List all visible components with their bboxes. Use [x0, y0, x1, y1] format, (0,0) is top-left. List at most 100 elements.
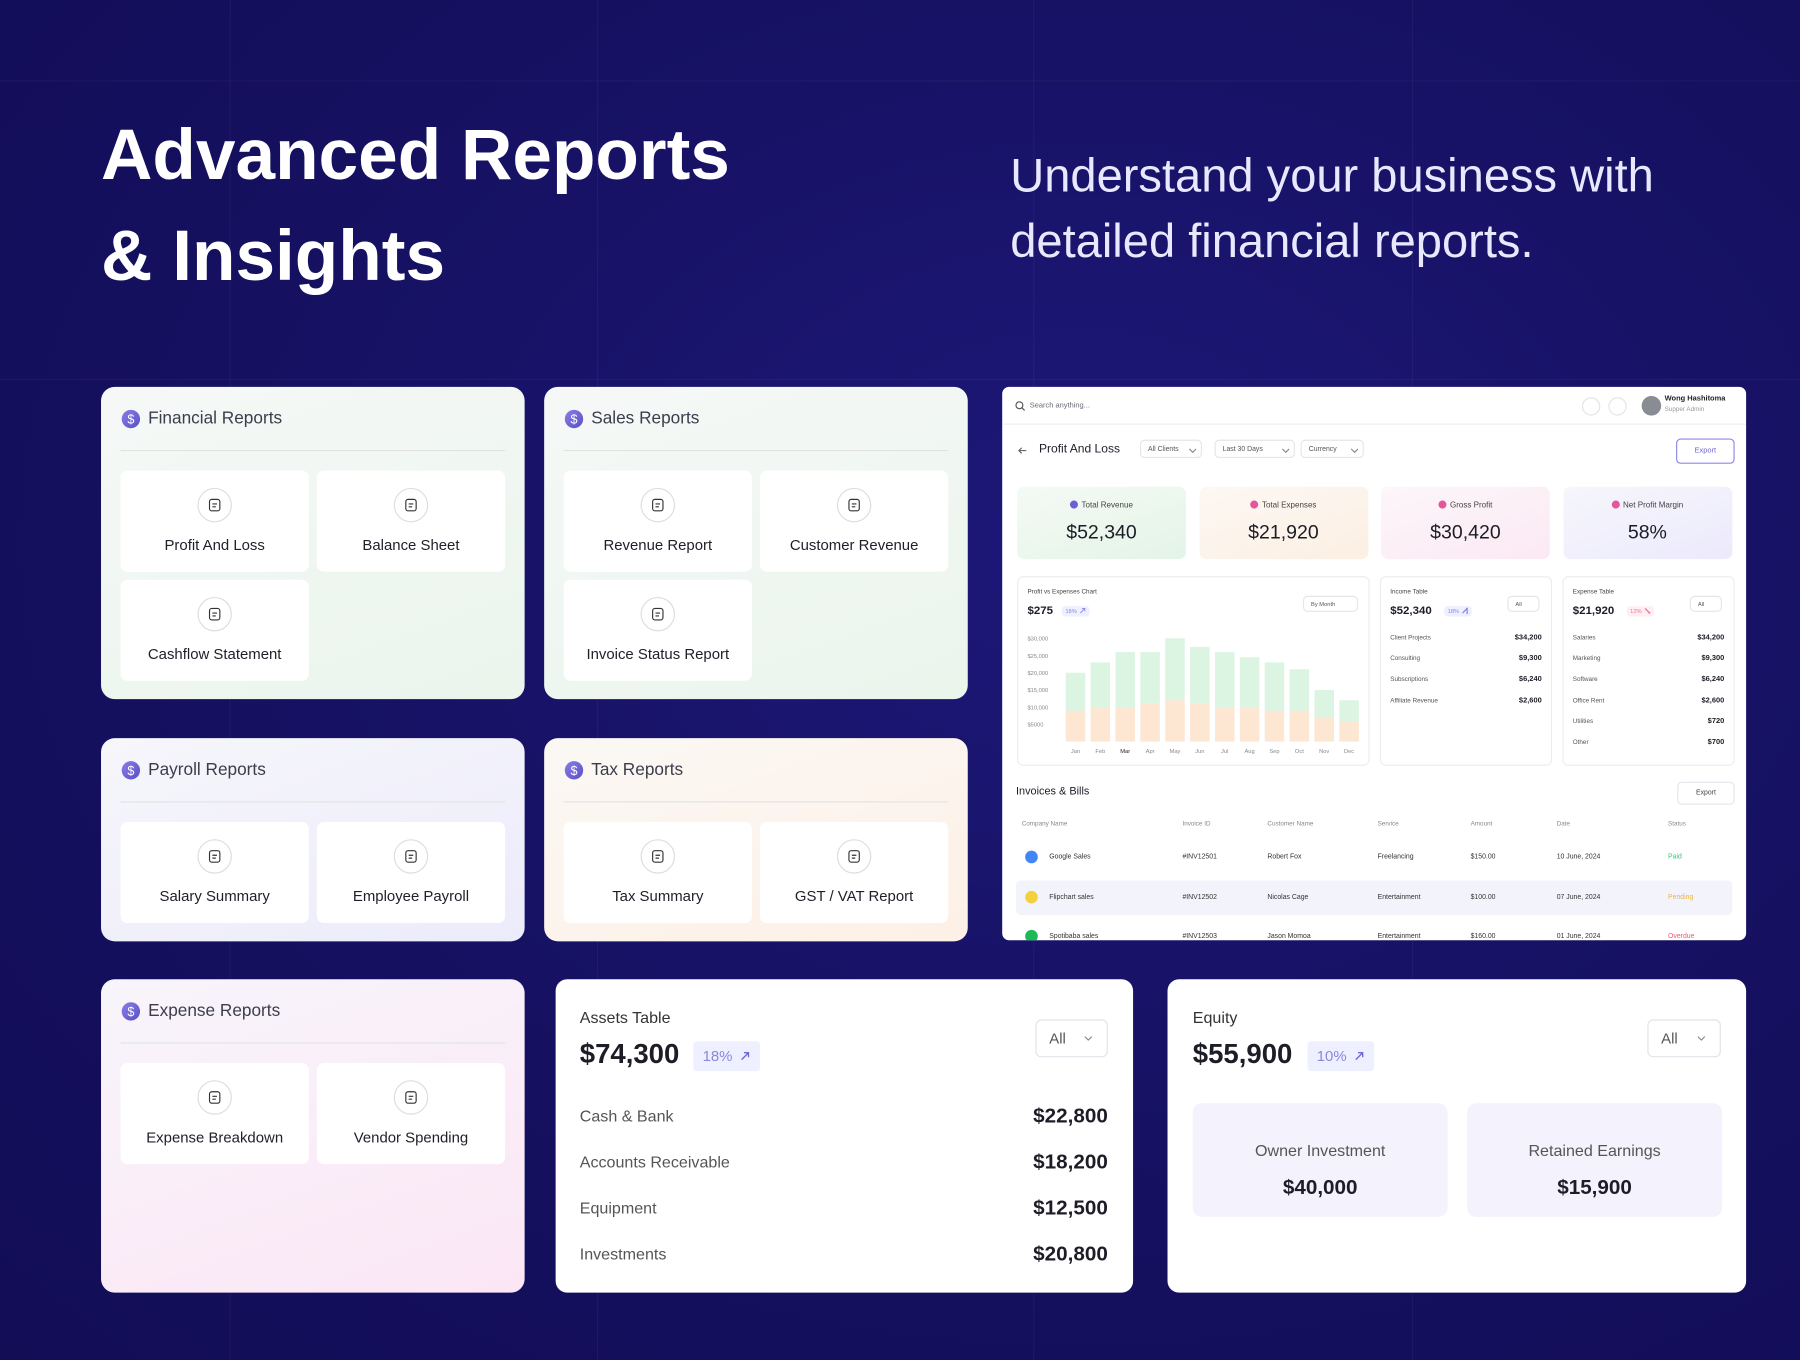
icon-button[interactable] — [1608, 397, 1627, 416]
report-item[interactable]: Customer Revenue — [759, 470, 949, 572]
svg-text:$: $ — [570, 764, 577, 778]
filter-dropdown[interactable]: All — [1647, 1019, 1721, 1058]
item-icon — [836, 487, 872, 523]
subtitle: detailed financial reports. — [1010, 214, 1534, 268]
x-tick-label: Jun — [1195, 749, 1204, 755]
kpi-label: Total Revenue — [1017, 500, 1186, 510]
kpi-label-text: Total Revenue — [1081, 501, 1133, 510]
icon — [1084, 1036, 1093, 1041]
row-label: Software — [1572, 676, 1598, 684]
bar-segment — [1140, 703, 1160, 742]
report-item[interactable]: GST / VAT Report — [759, 821, 949, 923]
assets-card: Assets Table $74,300 18% All Cash & Bank $22,… — [555, 979, 1134, 1293]
row-value: $12,500 — [1033, 1196, 1108, 1220]
item-icon — [640, 839, 676, 874]
table-cell: 10 June, 2024 — [1556, 854, 1601, 861]
filter-dropdown[interactable]: Currency — [1300, 439, 1364, 459]
row-value: $9,300 — [1518, 654, 1542, 663]
report-item[interactable]: Vendor Spending — [316, 1063, 506, 1165]
table-cell: #INV12502 — [1182, 893, 1217, 901]
x-tick-label: Feb — [1095, 749, 1105, 755]
column-header: Service — [1377, 820, 1399, 828]
kpi-card: Total Revenue $52,340 — [1017, 486, 1186, 560]
column-header: Date — [1556, 820, 1571, 828]
row-label: Office Rent — [1572, 697, 1605, 705]
icon — [848, 498, 860, 512]
icon — [208, 607, 221, 621]
group-icon: $ — [564, 409, 584, 429]
item-value: $40,000 — [1282, 1175, 1358, 1199]
change-text: 18% — [702, 1046, 733, 1065]
panel-title: Expense Table — [1572, 588, 1615, 596]
filter-dropdown[interactable]: All Clients — [1139, 439, 1202, 459]
company-logo — [1025, 929, 1038, 941]
row-value: $9,300 — [1701, 654, 1725, 663]
group-icon: $ — [564, 761, 584, 780]
equity-card: Equity $55,900 10% All Owner Investment $40,0… — [1167, 979, 1747, 1293]
filter-dropdown[interactable]: Last 30 Days — [1214, 439, 1295, 459]
bar-segment — [1289, 669, 1310, 711]
report-item[interactable]: Salary Summary — [120, 821, 309, 923]
icon-button[interactable] — [1581, 397, 1601, 416]
item-label: Salary Summary — [159, 887, 270, 905]
row-value: $2,600 — [1518, 696, 1542, 705]
filter-label: All — [1049, 1029, 1066, 1047]
chart: $5000 $10,000 $15,000 $20,000 $25,000 $30,000… — [1027, 637, 1359, 755]
table-cell: Entertainment — [1377, 893, 1421, 901]
bar-segment — [1065, 710, 1086, 742]
item-icon — [197, 487, 232, 523]
item-label: Owner Investment — [1254, 1141, 1386, 1160]
table-cell: Freelancing — [1377, 854, 1414, 861]
income-panel: Income Table $52,340 18% All Client Projects… — [1379, 576, 1553, 766]
table-cell: Overdue — [1668, 933, 1695, 941]
icon — [405, 850, 417, 863]
y-tick-label: $10,000 — [1027, 705, 1048, 711]
bar-segment — [1314, 689, 1334, 718]
row-label: Salaries — [1572, 634, 1596, 642]
period-label: By Month — [1311, 601, 1336, 609]
item-icon — [393, 487, 429, 523]
kpi-label: Total Expenses — [1199, 500, 1368, 510]
item-label: Cashflow Statement — [147, 645, 282, 663]
table-cell: Google Sales — [1049, 854, 1091, 861]
item-value: $15,900 — [1557, 1175, 1632, 1199]
group-icon: $ — [121, 761, 141, 780]
grid-line — [0, 378, 1800, 380]
bar-segment — [1264, 662, 1285, 711]
report-card: $ Expense Reports Expense Breakdown Vendor … — [101, 979, 525, 1293]
x-tick-label: Nov — [1319, 749, 1329, 755]
report-item[interactable]: Expense Breakdown — [120, 1063, 309, 1165]
report-item[interactable]: Cashflow Statement — [120, 579, 309, 681]
report-card: $ Tax Reports Tax Summary GST / VAT Report — [544, 738, 968, 942]
report-item[interactable]: Balance Sheet — [316, 470, 506, 572]
divider — [563, 801, 949, 803]
icon — [1281, 448, 1290, 454]
report-item[interactable]: Revenue Report — [563, 470, 752, 572]
bar-segment — [1190, 703, 1210, 742]
export-button[interactable]: Export — [1677, 781, 1735, 805]
report-card: $ Payroll Reports Salary Summary Employee P… — [101, 738, 525, 942]
filter-label: All — [1697, 601, 1705, 609]
filter-dropdown[interactable]: All — [1035, 1019, 1108, 1058]
kpi-icon — [1438, 500, 1447, 509]
item-icon — [640, 596, 676, 632]
row-label: Marketing — [1572, 655, 1601, 663]
change-text: 10% — [1316, 1046, 1347, 1065]
filter-label: All — [1661, 1029, 1678, 1047]
divider — [120, 1042, 506, 1044]
kpi-card: Total Expenses $21,920 — [1199, 486, 1368, 560]
grid-line — [0, 80, 1800, 82]
filter-dropdown[interactable]: All — [1507, 595, 1540, 612]
icon — [1644, 607, 1651, 614]
item-icon — [836, 839, 872, 874]
equity-item: Retained Earnings $15,900 — [1467, 1103, 1722, 1217]
row-value: $2,600 — [1701, 696, 1725, 705]
report-item[interactable]: Invoice Status Report — [563, 579, 752, 681]
export-button[interactable]: Export — [1676, 438, 1735, 464]
item-label: Customer Revenue — [789, 536, 919, 554]
filter-dropdown[interactable]: All — [1689, 595, 1722, 612]
item-icon — [197, 596, 232, 632]
report-item[interactable]: Employee Payroll — [316, 821, 506, 923]
report-item[interactable]: Profit And Loss — [120, 470, 309, 572]
report-item[interactable]: Tax Summary — [563, 821, 752, 923]
